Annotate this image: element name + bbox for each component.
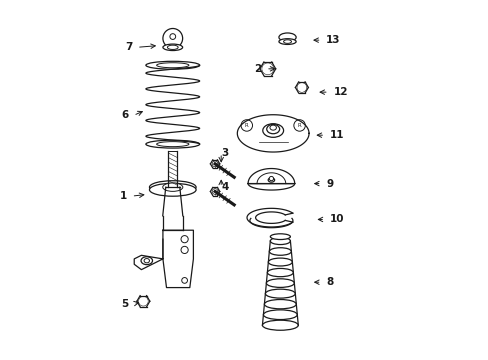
Text: R: R [244, 123, 248, 128]
Ellipse shape [149, 183, 196, 196]
Ellipse shape [167, 45, 178, 49]
Ellipse shape [278, 33, 296, 41]
Circle shape [293, 120, 305, 131]
Ellipse shape [268, 258, 292, 266]
Ellipse shape [278, 39, 296, 44]
Text: 9: 9 [325, 179, 333, 189]
Text: 8: 8 [325, 277, 333, 287]
Ellipse shape [283, 40, 291, 43]
Text: R: R [297, 123, 301, 128]
Circle shape [138, 296, 148, 306]
Text: 2: 2 [254, 64, 261, 74]
Ellipse shape [145, 61, 199, 69]
Polygon shape [134, 239, 163, 270]
Polygon shape [237, 115, 308, 152]
Ellipse shape [163, 44, 182, 50]
Circle shape [241, 120, 252, 131]
Ellipse shape [145, 140, 199, 148]
Ellipse shape [267, 269, 293, 277]
Ellipse shape [262, 320, 298, 330]
Circle shape [296, 83, 306, 92]
Circle shape [169, 34, 175, 40]
Ellipse shape [267, 178, 274, 182]
Ellipse shape [270, 237, 290, 244]
Ellipse shape [265, 289, 295, 298]
Text: 12: 12 [333, 87, 347, 97]
Text: 11: 11 [329, 130, 344, 140]
Ellipse shape [144, 258, 149, 263]
Circle shape [263, 64, 272, 73]
Ellipse shape [264, 300, 296, 309]
Text: 4: 4 [221, 182, 228, 192]
Ellipse shape [266, 279, 294, 287]
Circle shape [212, 189, 218, 194]
Circle shape [212, 161, 218, 167]
Polygon shape [247, 168, 294, 184]
Ellipse shape [156, 63, 188, 68]
Ellipse shape [149, 181, 196, 194]
Circle shape [181, 246, 188, 253]
Ellipse shape [163, 183, 183, 192]
Ellipse shape [269, 248, 291, 255]
Circle shape [269, 176, 273, 181]
Ellipse shape [270, 234, 290, 239]
Circle shape [262, 63, 273, 75]
Circle shape [181, 235, 188, 243]
Ellipse shape [269, 125, 276, 130]
Text: 7: 7 [124, 42, 132, 52]
Ellipse shape [266, 125, 279, 134]
Ellipse shape [262, 124, 283, 137]
Ellipse shape [141, 257, 152, 265]
Polygon shape [163, 230, 193, 288]
Text: 1: 1 [120, 191, 126, 201]
Text: 3: 3 [221, 148, 228, 158]
Ellipse shape [263, 310, 297, 320]
Ellipse shape [156, 141, 188, 147]
Circle shape [140, 298, 146, 305]
Text: 5: 5 [121, 299, 128, 309]
Circle shape [298, 84, 305, 91]
Text: 6: 6 [121, 111, 128, 121]
Circle shape [182, 278, 187, 283]
Ellipse shape [163, 28, 182, 48]
Text: 13: 13 [325, 35, 340, 45]
Text: 10: 10 [329, 215, 344, 224]
